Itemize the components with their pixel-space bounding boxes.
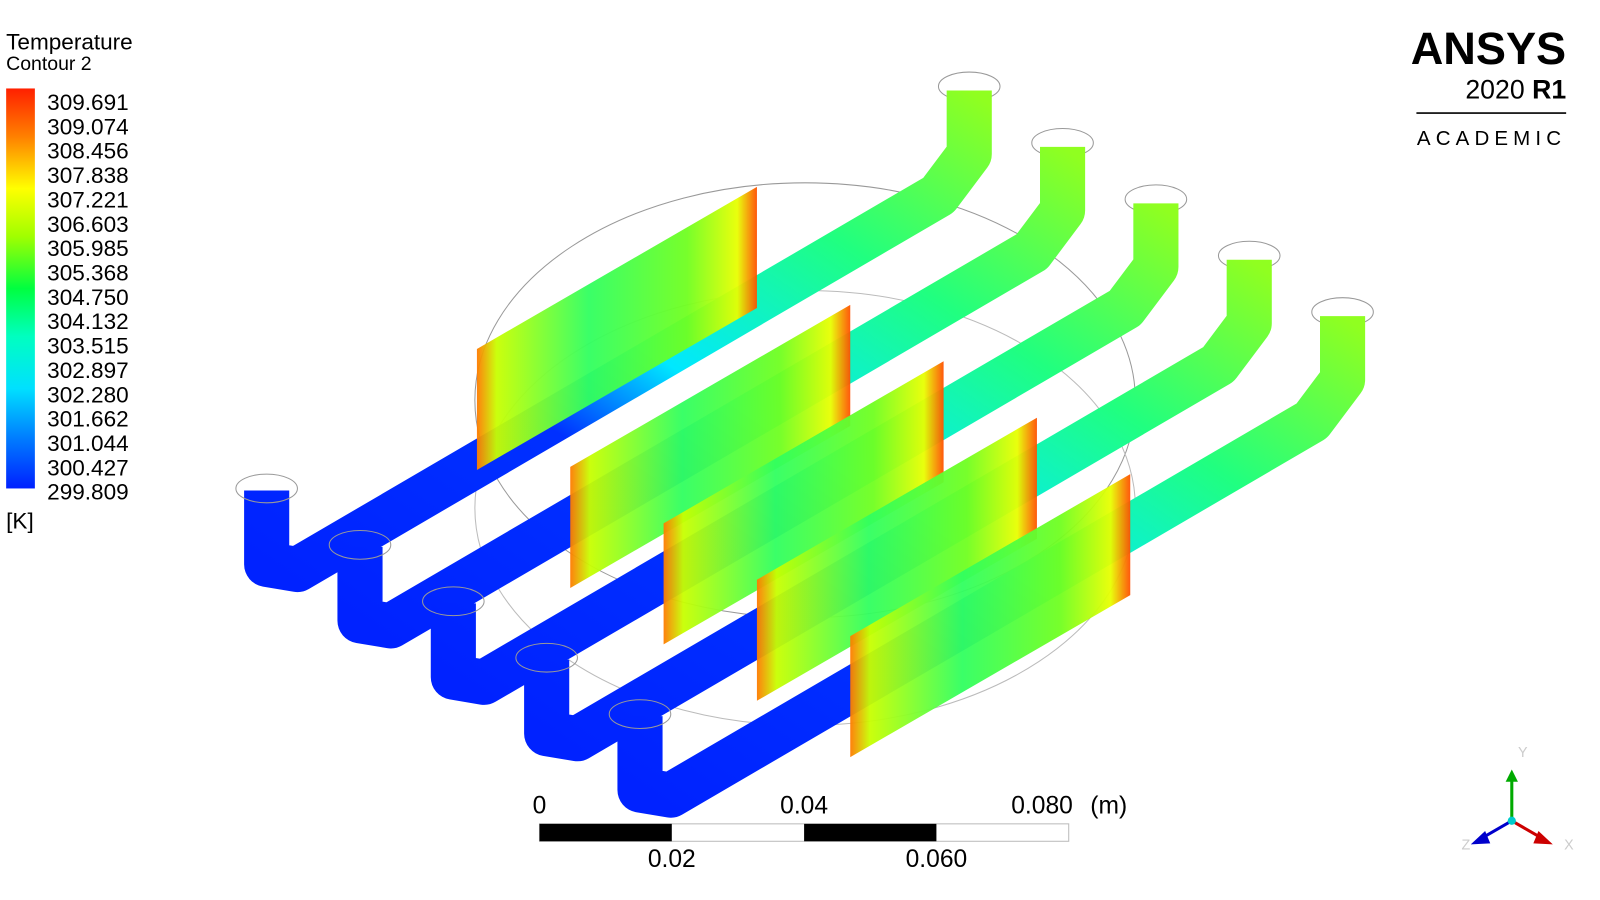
scale-label: 0.02 [648,846,696,873]
legend-label: 309.074 [47,114,129,139]
axis-triad: Y Z X [1462,745,1575,853]
logo-edition: ACADEMIC [1417,127,1566,150]
legend-subtitle: Contour 2 [6,53,91,75]
legend-label: 299.809 [47,480,129,505]
legend-label: 302.897 [47,358,129,383]
scale-unit: (m) [1090,793,1127,820]
scale-block [804,823,937,842]
scale-label: 0.060 [906,846,968,873]
legend-label: 305.368 [47,261,129,286]
legend-label: 303.515 [47,334,129,359]
scale-label: 0.04 [780,793,828,820]
scale-block [539,823,672,842]
color-bar [6,88,35,489]
legend-label: 301.044 [47,431,129,456]
legend-label: 304.750 [47,285,129,310]
plate [850,474,1131,758]
axis-y: Y [1518,745,1528,761]
scale-label: 0.080 [1011,793,1073,820]
plate [756,417,1037,701]
legend-unit: [K] [6,508,34,533]
geometry [235,71,1374,818]
legend-label: 308.456 [47,139,129,164]
axis-z: Z [1462,837,1471,853]
logo-version: 2020 R1 [1465,75,1566,105]
logo-year: 2020 [1465,75,1524,105]
legend-label: 306.603 [47,212,129,237]
logo-release: R1 [1532,75,1566,105]
inlet-ring [515,642,578,673]
legend-label: 304.132 [47,309,129,334]
legend-label: 300.427 [47,455,129,480]
legend-label: 307.221 [47,187,129,212]
legend-labels: 309.691309.074308.456307.838307.221306.6… [47,90,129,505]
plate [476,186,757,470]
legend-label: 302.280 [47,382,129,407]
legend-label: 307.838 [47,163,129,188]
plate [570,304,851,588]
inlet-ring [328,529,392,560]
scale-label: 0 [533,793,547,820]
inlet-ring [422,586,485,617]
plate [663,361,944,645]
inlet-ring [235,473,298,504]
legend-title: Temperature [6,29,133,54]
legend-label: 309.691 [47,90,129,115]
legend-label: 301.662 [47,407,129,432]
legend-label: 305.985 [47,236,129,261]
inlet-ring [608,699,672,729]
logo-brand: ANSYS [1411,23,1566,74]
axis-x: X [1564,837,1574,853]
